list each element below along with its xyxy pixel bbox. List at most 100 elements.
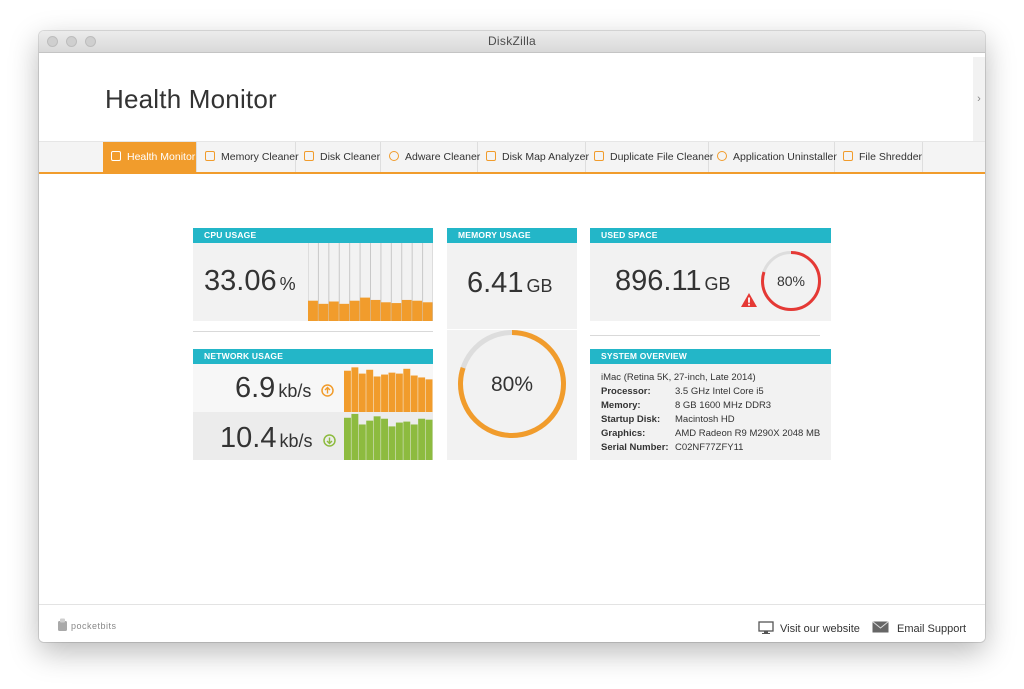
tab-label: Adware Cleaner [405, 151, 481, 163]
cpu-bar [360, 297, 370, 321]
upload-chart [344, 367, 433, 412]
download-bar [358, 424, 366, 460]
cpu-usage-panel: CPU USAGE 33.06% [193, 228, 433, 321]
panel-divider [590, 335, 820, 336]
cpu-bar [339, 303, 350, 321]
bug-icon [389, 151, 399, 161]
memory-ring-arc [458, 330, 566, 438]
download-bar [388, 426, 396, 460]
warning-icon [741, 293, 757, 307]
cpu-bar [328, 301, 339, 321]
page-title: Health Monitor [105, 84, 277, 114]
system-row-processor: Processor: 3.5 GHz Intel Core i5 [601, 386, 764, 397]
tab-adware-cleaner[interactable]: Adware Cleaner [381, 142, 481, 172]
system-overview-panel: SYSTEM OVERVIEW iMac (Retina 5K, 27-inch… [590, 349, 831, 460]
download-bar [403, 421, 411, 460]
tab-label: File Shredder [859, 151, 923, 163]
pocketbits-logo[interactable]: pocketbits [57, 618, 117, 632]
cpu-bar [318, 303, 329, 321]
email-support-link[interactable]: Email Support [872, 621, 966, 635]
used-space-panel: USED SPACE 896.11 GB 80% [590, 228, 831, 321]
tab-file-shredder[interactable]: File Shredder [835, 142, 923, 172]
title-bar: DiskZilla [39, 31, 985, 53]
upload-bar [351, 367, 359, 412]
pocket-icon [58, 618, 67, 631]
network-usage-header: NETWORK USAGE [193, 349, 433, 364]
close-window-button[interactable] [47, 36, 58, 47]
upload-bar [395, 373, 403, 412]
memory-usage-ring: 80% [458, 330, 566, 438]
app-window: DiskZilla Health Monitor › Health Monito… [39, 31, 985, 642]
cpu-usage-header: CPU USAGE [193, 228, 433, 243]
health-monitor-icon [111, 151, 121, 161]
tab-disk-map-analyzer[interactable]: Disk Map Analyzer [478, 142, 589, 172]
system-model: iMac (Retina 5K, 27-inch, Late 2014) [601, 372, 756, 383]
download-bar [366, 420, 374, 460]
download-bar [373, 416, 381, 460]
tab-disk-cleaner[interactable]: Disk Cleaner [296, 142, 381, 172]
mail-icon [872, 621, 889, 633]
upload-bar [358, 373, 366, 412]
minimize-window-button[interactable] [66, 36, 77, 47]
memory-usage-header: MEMORY USAGE [447, 228, 577, 243]
upload-bar [425, 379, 433, 412]
used-space-percent-label: 80% [777, 273, 805, 289]
chevron-right-icon[interactable]: › [973, 57, 985, 141]
upload-bar [344, 370, 351, 412]
cpu-bar [380, 302, 391, 321]
cpu-bar [349, 300, 360, 321]
upload-bar [410, 375, 418, 412]
network-usage-panel: NETWORK USAGE 6.9 kb/s 10.4 kb/s [193, 349, 433, 460]
tab-label: Disk Cleaner [320, 151, 381, 163]
monitor-icon [205, 151, 215, 161]
memory-usage-value: 6.41 GB [467, 267, 553, 299]
system-row-memory: Memory: 8 GB 1600 MHz DDR3 [601, 400, 772, 411]
cpu-usage-value: 33.06% [204, 265, 296, 297]
cpu-bar [308, 300, 318, 321]
download-bar [381, 418, 388, 460]
cpu-bar [412, 300, 423, 321]
footer: pocketbits Visit our website Email Suppo… [39, 604, 985, 642]
disk-cleaner-icon [304, 151, 314, 161]
tab-label: Disk Map Analyzer [502, 151, 589, 163]
visit-website-link[interactable]: Visit our website [758, 621, 860, 635]
tab-memory-cleaner[interactable]: Memory Cleaner [197, 142, 299, 172]
download-chart [344, 413, 433, 460]
gear-icon [717, 151, 727, 161]
shredder-icon [843, 151, 853, 161]
panel-divider [447, 329, 577, 330]
tab-label: Application Uninstaller [733, 151, 837, 163]
upload-bar [366, 369, 374, 412]
memory-usage-panel: MEMORY USAGE 6.41 GB 80% [447, 228, 577, 460]
tab-health-monitor[interactable]: Health Monitor [103, 142, 197, 172]
panel-divider [193, 331, 433, 332]
tab-duplicate-file-cleaner[interactable]: Duplicate File Cleaner [586, 142, 713, 172]
used-space-header: USED SPACE [590, 228, 831, 243]
cpu-bar [401, 299, 412, 321]
download-arrow-icon [322, 434, 336, 447]
download-speed-value: 10.4 kb/s [220, 422, 336, 455]
tab-label: Duplicate File Cleaner [610, 151, 714, 163]
zoom-window-button[interactable] [85, 36, 96, 47]
system-overview-header: SYSTEM OVERVIEW [590, 349, 831, 364]
upload-bar [388, 372, 396, 412]
memory-percent-label: 80% [491, 373, 533, 396]
download-bar [410, 424, 418, 460]
duplicate-icon [594, 151, 604, 161]
tab-application-uninstaller[interactable]: Application Uninstaller [709, 142, 837, 172]
upload-bar [381, 374, 388, 412]
monitor-icon [758, 621, 774, 634]
system-row-startup-disk: Startup Disk: Macintosh HD [601, 414, 735, 425]
upload-bar [418, 377, 426, 412]
download-bar [418, 418, 426, 460]
used-space-ring: 80% [761, 251, 821, 311]
cpu-usage-chart [308, 243, 433, 321]
system-row-serial-number: Serial Number: C02NF77ZFY11 [601, 442, 744, 453]
used-space-value: 896.11 GB [615, 265, 731, 297]
used-space-ring-arc [761, 251, 821, 311]
tab-label: Health Monitor [127, 151, 196, 163]
download-bar [344, 417, 351, 460]
cpu-bar [391, 303, 402, 321]
system-row-graphics: Graphics: AMD Radeon R9 M290X 2048 MB [601, 428, 821, 439]
upload-bar [373, 376, 381, 412]
